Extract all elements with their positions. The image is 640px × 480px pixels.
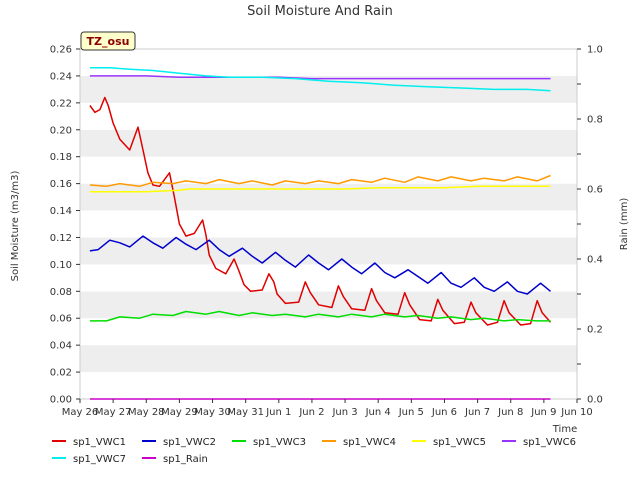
legend-label: sp1_VWC2 (163, 437, 216, 448)
grid-band (80, 318, 577, 346)
y-tick-label: 0.24 (50, 71, 72, 82)
x-tick-label: Jun 7 (464, 407, 490, 418)
x-tick-label: May 30 (194, 407, 231, 418)
y-axis-right: 0.0 0.2 0.4 0.6 0.8 1.0 (577, 45, 603, 406)
y-tick-label: 0.02 (50, 368, 72, 379)
y2-tick-label: 0.0 (587, 395, 603, 406)
grid-band (80, 264, 577, 292)
y2-tick-label: 0.6 (587, 185, 603, 196)
y-tick-label: 0.10 (50, 260, 72, 271)
y-tick-label: 0.18 (50, 152, 72, 163)
y2-tick-label: 0.8 (587, 115, 603, 126)
grid-band (80, 129, 577, 157)
x-tick-label: Jun 9 (530, 407, 556, 418)
x-tick-label: May 26 (62, 407, 99, 418)
legend-label: sp1_VWC6 (523, 437, 576, 448)
legend: sp1_VWC1 sp1_VWC2 sp1_VWC3 sp1_VWC4 sp1_VWC5… (52, 437, 576, 465)
x-tick-label: May 27 (95, 407, 132, 418)
legend-label: sp1_VWC3 (253, 437, 306, 448)
x-tick-label: Jun 4 (365, 407, 391, 418)
grid-band (80, 102, 577, 130)
y2-tick-label: 0.2 (587, 325, 603, 336)
legend-label: sp1_VWC7 (73, 454, 126, 465)
y-tick-label: 0.14 (50, 206, 72, 217)
site-badge: TZ_osu (80, 31, 136, 51)
legend-label: sp1_Rain (163, 454, 208, 465)
y2-axis-label: Rain (mm) (619, 198, 630, 251)
grid-band (80, 345, 577, 373)
series-line-sp1_VWC2 (89, 235, 551, 295)
y2-tick-label: 0.4 (587, 255, 603, 266)
grid-band (80, 372, 577, 399)
series-line-sp1_VWC7 (89, 67, 551, 92)
series-line-sp1_VWC5 (89, 185, 551, 193)
x-tick-label: May 28 (128, 407, 165, 418)
legend-label: sp1_VWC1 (73, 437, 126, 448)
grid-band (80, 156, 577, 184)
x-tick-label: Jun 2 (298, 407, 324, 418)
series-line-sp1_VWC3 (89, 310, 551, 322)
legend-label: sp1_VWC4 (343, 437, 396, 448)
series-line-sp1_VWC4 (89, 174, 551, 188)
y-tick-label: 0.06 (50, 314, 72, 325)
grid-band (80, 49, 577, 76)
series-layer (89, 67, 552, 400)
x-tick-label: May 31 (227, 407, 264, 418)
x-tick-label: Jun 6 (431, 407, 457, 418)
x-axis-label: Time (552, 424, 577, 435)
y-tick-label: 0.08 (50, 287, 72, 298)
chart-title: Soil Moisture And Rain (247, 4, 393, 19)
x-tick-label: Jun 10 (560, 407, 593, 418)
x-tick-label: Jun 5 (398, 407, 424, 418)
y-tick-label: 0.20 (50, 125, 72, 136)
y-tick-label: 0.22 (50, 98, 72, 109)
y2-tick-label: 1.0 (587, 45, 603, 56)
grid-bands (80, 49, 577, 399)
site-badge-label: TZ_osu (87, 35, 130, 48)
y-tick-label: 0.04 (50, 341, 72, 352)
x-tick-label: Jun 1 (265, 407, 291, 418)
legend-label: sp1_VWC5 (433, 437, 486, 448)
y-axis-left: 0.00 0.02 0.04 0.06 0.08 0.10 0.12 0.14 0.16 0.18… (50, 45, 80, 406)
grid-band (80, 291, 577, 319)
y-axis-label: Soil Moisture (m3/m3) (10, 171, 21, 282)
grid-band (80, 237, 577, 265)
series-line-sp1_VWC1 (89, 96, 552, 326)
y-tick-label: 0.12 (50, 233, 72, 244)
grid-band (80, 210, 577, 238)
x-tick-label: Jun 8 (497, 407, 523, 418)
grid-band (80, 183, 577, 211)
x-tick-label: May 29 (161, 407, 198, 418)
y-tick-label: 0.00 (50, 395, 72, 406)
series-line-sp1_VWC6 (89, 75, 551, 80)
y-tick-label: 0.16 (50, 179, 72, 190)
y-tick-label: 0.26 (50, 45, 72, 56)
x-tick-label: Jun 3 (331, 407, 357, 418)
